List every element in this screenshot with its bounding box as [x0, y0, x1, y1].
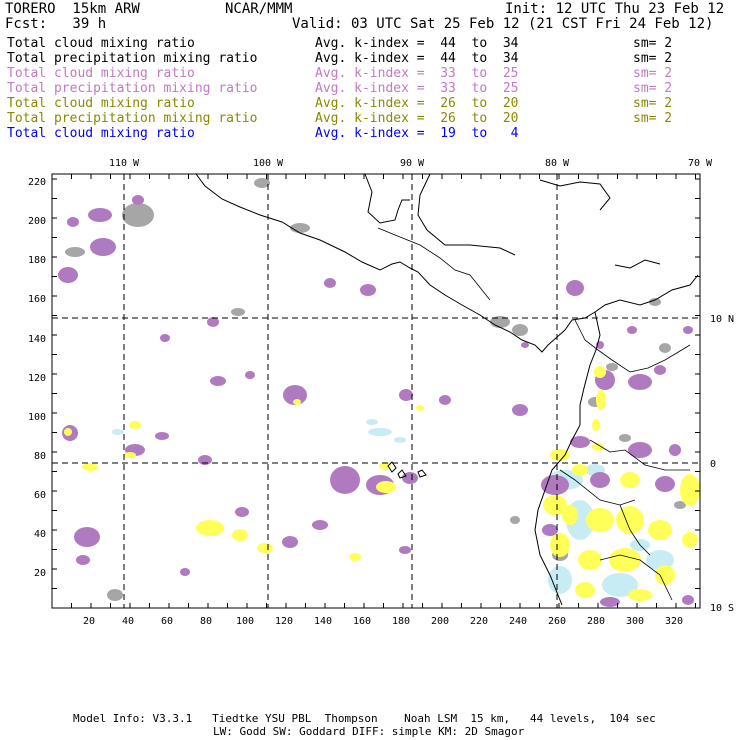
legend-sm: sm= 2: [633, 111, 673, 126]
axis-ticks: [51, 174, 700, 609]
org-label: NCAR/MMM: [225, 1, 293, 17]
model-info: Model Info: V3.3.1 Tiedtke YSU PBL Thomp…: [73, 712, 656, 725]
legend-sm: sm= 2: [633, 66, 673, 81]
legend-kindex: Avg. k-index = 44 to 34: [315, 36, 519, 51]
x-tick-label: 80: [200, 616, 212, 627]
x-tick-label: 240: [509, 616, 527, 627]
lat-label: 0: [710, 459, 716, 470]
legend-field: Total precipitation mixing ratio: [7, 51, 258, 66]
lon-label: 110 W: [109, 158, 140, 169]
y-tick-label: 140: [28, 334, 46, 345]
x-tick-label: 20: [83, 616, 95, 627]
x-tick-label: 140: [314, 616, 332, 627]
valid-time: Valid: 03 UTC Sat 25 Feb 12 (21 CST Fri …: [292, 16, 714, 32]
legend-sm: sm= 2: [633, 81, 673, 96]
y-tick-label: 40: [34, 529, 46, 540]
lat-label: 10 S: [710, 603, 734, 614]
x-tick-label: 100: [236, 616, 254, 627]
lon-label: 70 W: [688, 158, 713, 169]
y-tick-label: 180: [28, 255, 46, 266]
legend-kindex: Avg. k-index = 33 to 25: [315, 81, 519, 96]
physics-info: LW: Godd SW: Goddard DIFF: simple KM: 2D…: [213, 725, 525, 738]
y-tick-label: 20: [34, 568, 46, 579]
country-borders: [377, 227, 691, 601]
lon-label: 90 W: [400, 158, 425, 169]
y-tick-label: 220: [28, 177, 46, 188]
legend-sm: sm= 2: [633, 96, 673, 111]
y-tick-label: 160: [28, 294, 46, 305]
x-tick-label: 180: [392, 616, 410, 627]
legend-kindex: Avg. k-index = 33 to 25: [315, 66, 519, 81]
x-tick-label: 260: [548, 616, 566, 627]
x-tick-label: 160: [353, 616, 371, 627]
legend-kindex: Avg. k-index = 26 to 20: [315, 96, 519, 111]
x-tick-label: 220: [470, 616, 488, 627]
legend-kindex: Avg. k-index = 19 to 4: [315, 126, 519, 141]
x-tick-label: 300: [626, 616, 644, 627]
lon-label: 100 W: [253, 158, 284, 169]
y-tick-label: 120: [28, 373, 46, 384]
legend-field: Total cloud mixing ratio: [7, 66, 195, 81]
mixing-ratio-fields: [58, 178, 700, 607]
legend-kindex: Avg. k-index = 44 to 34: [315, 51, 519, 66]
legend-field: Total precipitation mixing ratio: [7, 111, 258, 126]
map-frame: [51, 173, 701, 609]
x-tick-label: 280: [587, 616, 605, 627]
init-time: Init: 12 UTC Thu 23 Feb 12: [505, 1, 725, 17]
legend-field: Total cloud mixing ratio: [7, 36, 195, 51]
coastline: [195, 173, 699, 606]
lat-lon-grid: [52, 174, 700, 608]
legend-sm: sm= 2: [633, 36, 673, 51]
x-tick-label: 200: [431, 616, 449, 627]
lon-label: 80 W: [545, 158, 570, 169]
model-title: TORERO 15km ARW: [5, 1, 140, 17]
x-tick-label: 120: [275, 616, 293, 627]
legend-sm: sm= 2: [633, 51, 673, 66]
x-tick-label: 40: [122, 616, 134, 627]
x-tick-label: 320: [665, 616, 683, 627]
legend-field: Total cloud mixing ratio: [7, 126, 195, 141]
legend-field: Total cloud mixing ratio: [7, 96, 195, 111]
lat-label: 10 N: [710, 314, 734, 325]
legend-field: Total precipitation mixing ratio: [7, 81, 258, 96]
y-tick-label: 80: [34, 451, 46, 462]
y-tick-label: 200: [28, 216, 46, 227]
legend-kindex: Avg. k-index = 26 to 20: [315, 111, 519, 126]
x-tick-label: 60: [161, 616, 173, 627]
y-tick-label: 100: [28, 412, 46, 423]
forecast-hour: Fcst: 39 h: [5, 16, 107, 32]
y-tick-label: 60: [34, 490, 46, 501]
